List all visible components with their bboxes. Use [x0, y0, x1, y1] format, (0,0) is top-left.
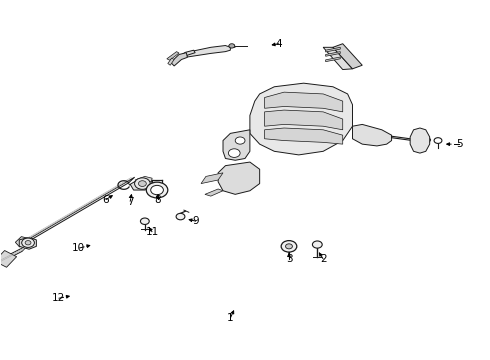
Text: 12: 12 — [52, 293, 65, 303]
Polygon shape — [0, 251, 17, 267]
Polygon shape — [326, 51, 340, 56]
Polygon shape — [205, 189, 223, 196]
Circle shape — [135, 178, 150, 189]
Text: 4: 4 — [276, 39, 283, 49]
Circle shape — [235, 137, 245, 144]
Circle shape — [229, 44, 235, 48]
Circle shape — [313, 241, 322, 248]
Text: 11: 11 — [146, 227, 159, 237]
Polygon shape — [186, 45, 230, 57]
Text: 2: 2 — [320, 254, 326, 264]
Polygon shape — [218, 162, 260, 194]
Polygon shape — [130, 179, 152, 190]
Polygon shape — [135, 176, 152, 184]
Polygon shape — [265, 110, 343, 130]
Circle shape — [281, 240, 297, 252]
Circle shape — [139, 181, 147, 186]
Text: 9: 9 — [193, 216, 199, 226]
Circle shape — [176, 213, 185, 220]
Circle shape — [147, 182, 168, 198]
Polygon shape — [19, 237, 36, 249]
Text: 7: 7 — [127, 197, 133, 207]
Polygon shape — [326, 57, 340, 62]
Text: 10: 10 — [73, 243, 85, 253]
Polygon shape — [168, 58, 174, 65]
Text: 8: 8 — [155, 195, 161, 205]
Text: 6: 6 — [102, 195, 109, 205]
Polygon shape — [265, 128, 343, 144]
Polygon shape — [410, 128, 430, 153]
Polygon shape — [176, 50, 195, 60]
Polygon shape — [250, 83, 352, 155]
Polygon shape — [352, 125, 392, 146]
Text: 1: 1 — [227, 313, 234, 323]
Polygon shape — [171, 53, 187, 66]
Circle shape — [151, 185, 163, 195]
Polygon shape — [21, 177, 135, 246]
Polygon shape — [326, 47, 340, 52]
Polygon shape — [167, 51, 179, 60]
Polygon shape — [323, 47, 352, 69]
Polygon shape — [333, 44, 362, 69]
Circle shape — [286, 244, 293, 249]
Text: 5: 5 — [457, 139, 464, 149]
Polygon shape — [223, 130, 250, 160]
Circle shape — [434, 138, 442, 143]
Polygon shape — [229, 44, 235, 48]
Polygon shape — [265, 92, 343, 112]
Circle shape — [141, 218, 149, 225]
Text: 3: 3 — [286, 254, 293, 264]
Circle shape — [22, 238, 34, 247]
Circle shape — [25, 240, 31, 245]
Polygon shape — [415, 135, 431, 146]
Polygon shape — [15, 237, 28, 247]
Polygon shape — [201, 173, 223, 184]
Circle shape — [228, 149, 240, 157]
Polygon shape — [0, 245, 28, 276]
